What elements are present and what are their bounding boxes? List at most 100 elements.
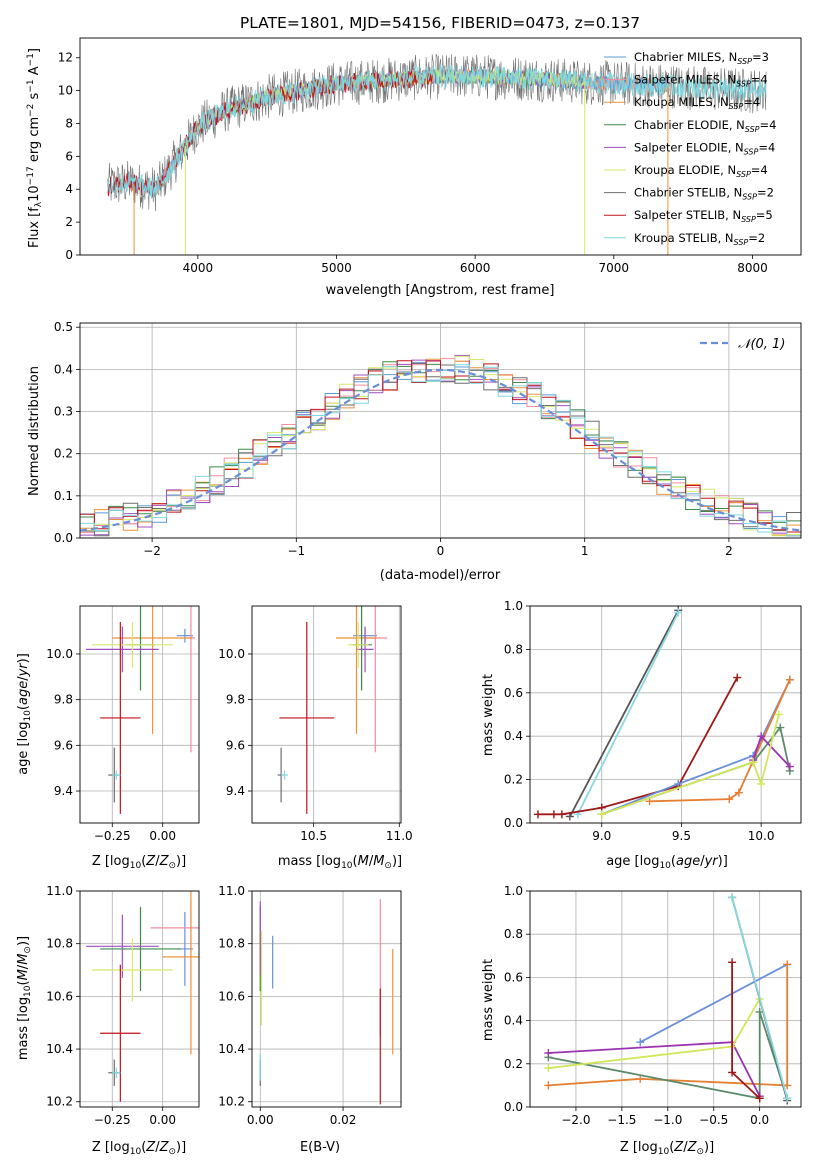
- y-tick-label: 10.8: [46, 937, 73, 951]
- weight-marker: [734, 788, 743, 797]
- weight-line: [576, 612, 680, 815]
- weight-marker: [549, 810, 558, 819]
- y-tick-label: 0.1: [54, 489, 73, 503]
- x-tick-label: 9.0: [592, 829, 611, 843]
- x-tick-label: −0.25: [94, 1113, 131, 1127]
- panel1-x-label: wavelength [Angstrom, rest frame]: [326, 283, 555, 298]
- x-tick-label: −2.0: [561, 1113, 590, 1127]
- y-tick-label: 0.4: [54, 362, 73, 376]
- legend-label: Salpeter ELODIE, NSSP=4: [634, 140, 775, 156]
- weight-marker: [783, 1094, 792, 1103]
- y-tick-label: 0.4: [504, 1014, 523, 1028]
- x-tick-label: −1: [287, 544, 305, 558]
- panel-2-frame: [79, 322, 802, 539]
- weight-line: [548, 1041, 761, 1097]
- y-tick-label: 0.2: [504, 1057, 523, 1071]
- panel5-x-label: age [log10(age/yr)]: [606, 854, 728, 871]
- panel8-x-label: Z [log10(Z/Z⊙)]: [620, 1140, 714, 1157]
- weight-line: [548, 998, 761, 1069]
- y-tick-label: 9.6: [54, 738, 73, 752]
- y-tick-label: 8: [65, 116, 73, 130]
- panel-5-axes: 9.0 9.5 10.0 0.0 0.2 0.4 0.6 0.8 1.0: [504, 599, 801, 843]
- panel-5-frame: [529, 605, 802, 824]
- x-tick-label: 0: [437, 544, 445, 558]
- spectrum-kroupa_stelib: [107, 64, 767, 199]
- x-tick-label: 0.02: [330, 1113, 357, 1127]
- panel-1-axes: 4000 5000 6000 7000 8000 0 2 4 6 8 10 12: [58, 51, 768, 275]
- y-tick-label: 0.6: [504, 970, 523, 984]
- weight-marker: [774, 710, 783, 719]
- weight-marker: [785, 675, 794, 684]
- x-tick-label: 10.0: [748, 829, 775, 843]
- x-tick-label: 1: [581, 544, 589, 558]
- y-tick-label: 10.2: [46, 1095, 73, 1109]
- x-tick-label: 7000: [599, 261, 630, 275]
- y-tick-label: 0.3: [54, 405, 73, 419]
- errorbars-4: [277, 606, 388, 814]
- x-tick-label: 10.5: [300, 829, 327, 843]
- gaussian-curve: [80, 368, 801, 532]
- panel-7-frame: [251, 890, 402, 1108]
- y-tick-label: 9.4: [54, 784, 73, 798]
- x-tick-label: 0.00: [247, 1113, 274, 1127]
- errorbars-3: [86, 606, 195, 814]
- legend-label: Salpeter STELIB, NSSP=5: [634, 208, 773, 224]
- panel4-x-label: mass [log10(M/M⊙)]: [278, 854, 402, 871]
- panel-4-axes: 10.5 11.0 9.4 9.6 9.8 10.0: [218, 606, 413, 843]
- panel6-y-label: mass [log10(M/M⊙)]: [16, 936, 33, 1060]
- spectrum-salpeter_stelib: [107, 68, 434, 198]
- y-tick-label: 0.2: [54, 447, 73, 461]
- y-tick-label: 11.0: [46, 884, 73, 898]
- panel-6-frame: [79, 890, 200, 1108]
- y-tick-label: 0.0: [504, 816, 523, 830]
- x-tick-label: 4000: [183, 261, 214, 275]
- panel3-y-label: age [log10(age/yr)]: [16, 653, 33, 775]
- panel7-x-label: E(B-V): [300, 1140, 340, 1155]
- weight-marker: [757, 732, 766, 741]
- y-tick-label: 11.0: [218, 884, 245, 898]
- y-tick-label: 0.0: [504, 1100, 523, 1114]
- x-tick-label: 6000: [460, 261, 491, 275]
- x-tick-label: 5000: [321, 261, 352, 275]
- weight-marker: [776, 723, 785, 732]
- weight-line: [649, 679, 791, 803]
- weights-5: [533, 606, 794, 821]
- y-tick-label: 10.6: [218, 989, 245, 1003]
- histograms: [80, 354, 801, 537]
- weights-8: [544, 893, 792, 1105]
- hist-kroupa_stelib: [80, 364, 801, 537]
- legend-label: Salpeter MILES, NSSP=4: [634, 73, 768, 89]
- y-tick-label: 9.8: [226, 693, 245, 707]
- x-tick-label: 2: [725, 544, 733, 558]
- x-tick-label: 0.0: [750, 1113, 769, 1127]
- y-tick-label: 0.0: [54, 531, 73, 545]
- weight-marker: [749, 758, 758, 767]
- panel-3-axes: −0.25 0.00 9.4 9.6 9.8 10.0: [46, 606, 199, 843]
- weight-marker: [733, 673, 742, 682]
- panel2-x-label: (data-model)/error: [380, 568, 501, 583]
- x-tick-label: −0.25: [94, 829, 131, 843]
- legend-label: Chabrier MILES, NSSP=3: [634, 50, 769, 66]
- y-tick-label: 0.8: [504, 642, 523, 656]
- weight-marker: [597, 810, 606, 819]
- weight-marker: [783, 960, 792, 969]
- errorbars-6: [86, 891, 199, 1102]
- weight-marker: [544, 1064, 553, 1073]
- panel3-x-label: Z [log10(Z/Z⊙)]: [92, 854, 186, 871]
- spectrum-salpeter_miles: [128, 68, 670, 196]
- weight-marker: [544, 1081, 553, 1090]
- panel1-y-label: Flux [fλ10−17 erg cm−2 s−1 A−1]: [26, 48, 44, 248]
- weight-marker: [757, 779, 766, 788]
- weight-marker: [674, 779, 683, 788]
- weight-line: [569, 609, 680, 817]
- x-tick-label: 0.00: [149, 1113, 176, 1127]
- errorbars-7: [259, 898, 394, 1105]
- y-tick-label: 10.4: [46, 1042, 73, 1056]
- spectra-lines: [107, 54, 767, 255]
- y-tick-label: 10.2: [218, 1095, 245, 1109]
- x-tick-label: −1.0: [653, 1113, 682, 1127]
- y-tick-label: 10.0: [218, 647, 245, 661]
- panel-8-frame: [529, 890, 802, 1108]
- y-tick-label: 1.0: [504, 884, 523, 898]
